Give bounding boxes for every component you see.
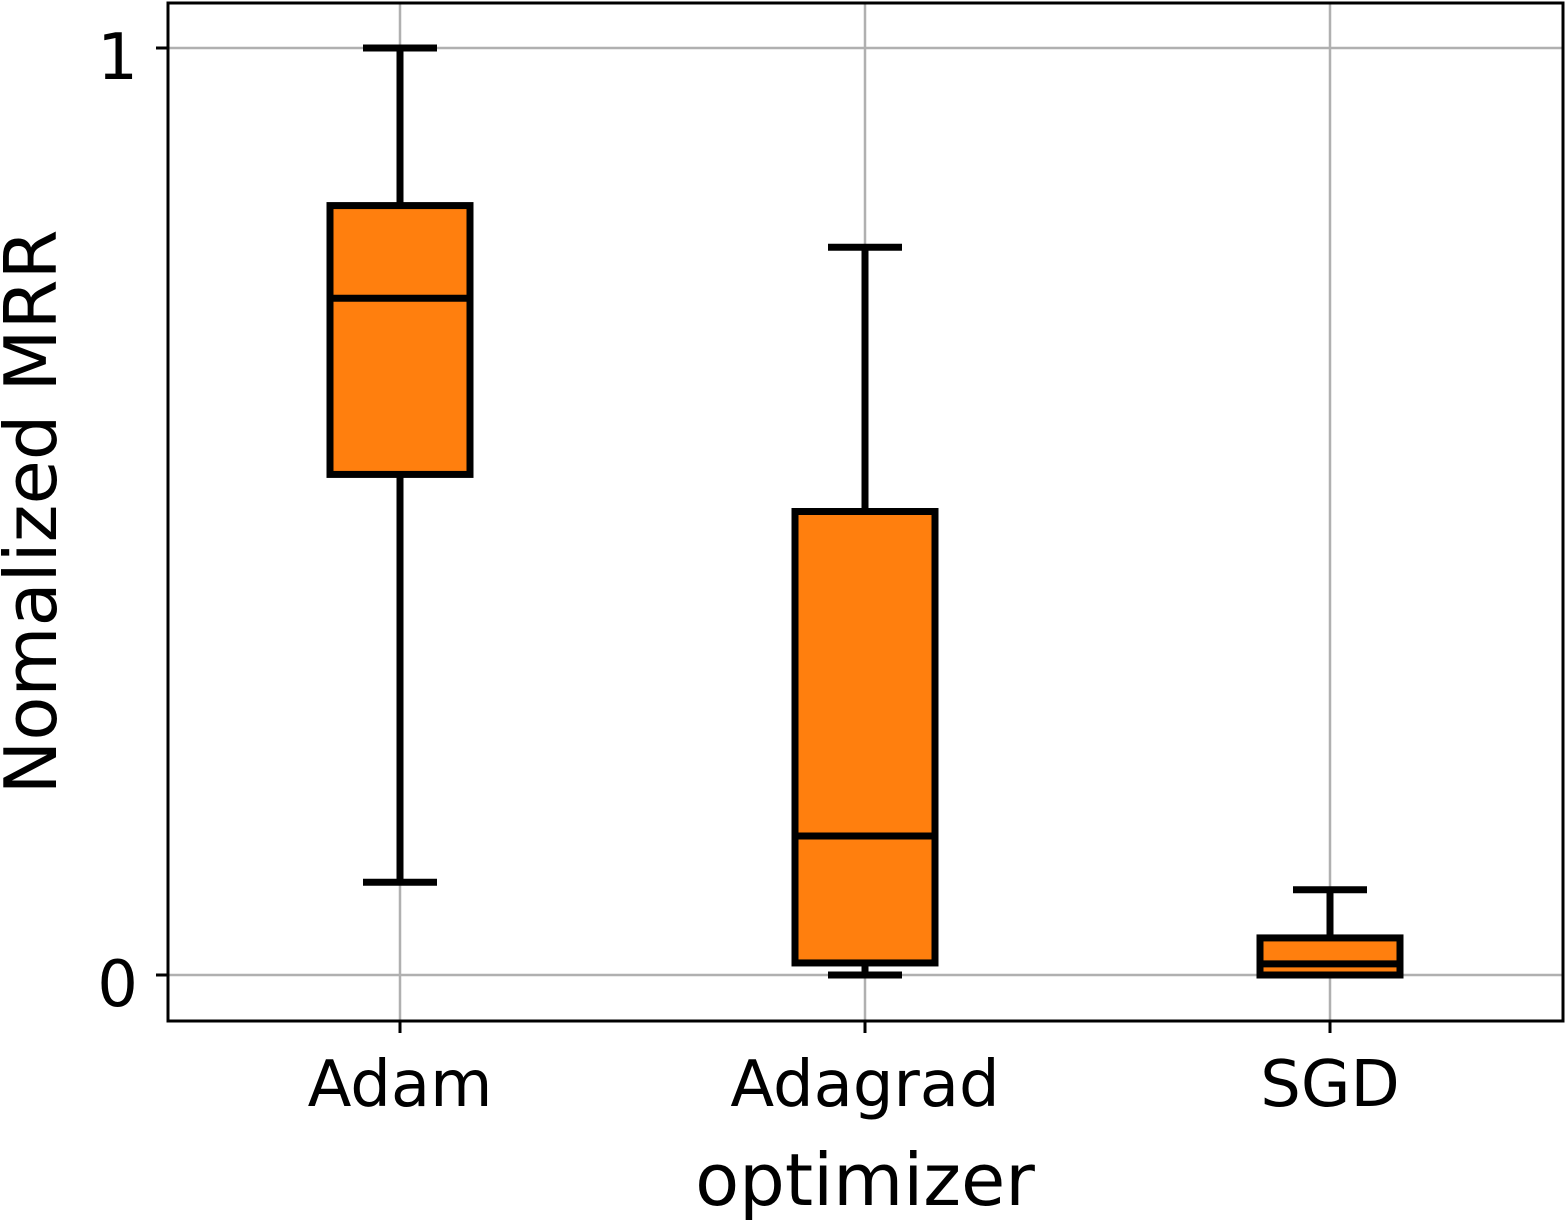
- x-tick-label: SGD: [1260, 1048, 1400, 1122]
- x-tick-label: Adagrad: [730, 1048, 999, 1122]
- y-axis-label: Nomalized MRR: [0, 229, 73, 794]
- box-layer: [326, 44, 1404, 979]
- tick-layer: Adam Adagrad SGD 0 1: [97, 21, 1399, 1122]
- y-tick-label: 0: [97, 948, 138, 1022]
- box-iqr: [791, 508, 939, 967]
- box-group-adam: [326, 44, 474, 886]
- box-group-sgd: [1256, 886, 1404, 979]
- box-group-adagrad: [791, 243, 939, 979]
- y-tick-label: 1: [97, 21, 138, 95]
- box-iqr: [326, 202, 474, 478]
- x-axis-label: optimizer: [695, 1138, 1035, 1221]
- x-tick-label: Adam: [308, 1048, 493, 1122]
- box-iqr: [1256, 934, 1404, 979]
